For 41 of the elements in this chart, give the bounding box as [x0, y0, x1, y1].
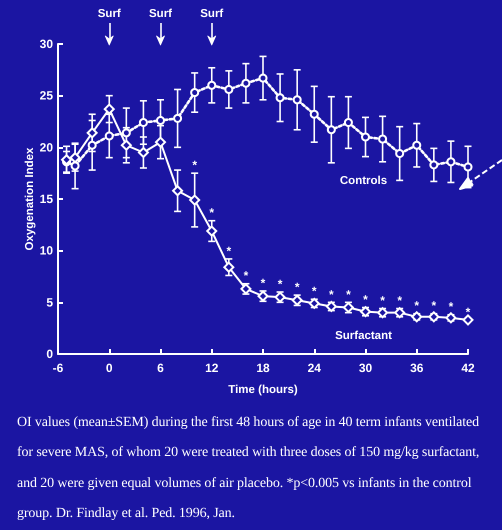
ref-line-label: Surf: [98, 8, 121, 20]
series-label: Controls: [340, 174, 388, 187]
annotation: *: [431, 298, 436, 313]
y-tick-label: 5: [46, 295, 54, 310]
ref-line-label: Surf: [200, 8, 224, 20]
y-tick-label: 25: [40, 88, 54, 103]
annotation: *: [448, 300, 454, 314]
x-tick-label: 12: [205, 361, 219, 375]
x-tick-label: 6: [157, 361, 164, 375]
x-tick-label: 18: [256, 361, 270, 375]
annotation: *: [346, 287, 352, 302]
y-tick-label: 20: [40, 140, 54, 154]
annotation: *: [294, 280, 300, 294]
annotation: *: [363, 292, 368, 306]
annotation: *: [312, 284, 317, 298]
x-tick-label: 30: [358, 361, 372, 375]
x-tick-label: 42: [461, 361, 475, 375]
annotation: *: [380, 294, 386, 308]
y-tick-label: 10: [40, 244, 54, 258]
annotation: *: [209, 206, 214, 220]
annotation: *: [328, 287, 334, 302]
annotation: *: [260, 276, 266, 290]
ref-line-label: Surf: [149, 8, 172, 20]
x-tick-label: 36: [410, 361, 424, 375]
y-tick-label: 0: [46, 347, 54, 361]
annotation: *: [466, 304, 471, 319]
x-tick-label: -6: [52, 361, 64, 375]
y-tick-label: 15: [40, 192, 54, 206]
annotation: *: [226, 244, 232, 258]
annotation: *: [414, 298, 420, 313]
y-tick-label: 30: [40, 37, 54, 51]
annotation: *: [397, 294, 402, 308]
annotation: *: [278, 277, 283, 291]
annotation: *: [192, 158, 198, 172]
x-tick-label: 0: [106, 361, 113, 375]
text: OI values (mean±SEM) during the first 48 hours of age in 40 term infants ventilated for severe MAS, of whom 20 were treated with three doses of 150 mg/kg surfactant, and 20 were given equal volumes of air placebo. *p<0.005 vs infants in the control group. Dr. Findlay et al. Ped. 1996, Jan.: [17, 414, 480, 523]
x-tick-label: 24: [308, 361, 322, 375]
x-axis-title: Time (hours): [228, 384, 298, 396]
series-label: Surfactant: [335, 330, 392, 342]
annotation: *: [244, 268, 249, 283]
y-axis-title: Oxygenation Index: [24, 146, 36, 250]
